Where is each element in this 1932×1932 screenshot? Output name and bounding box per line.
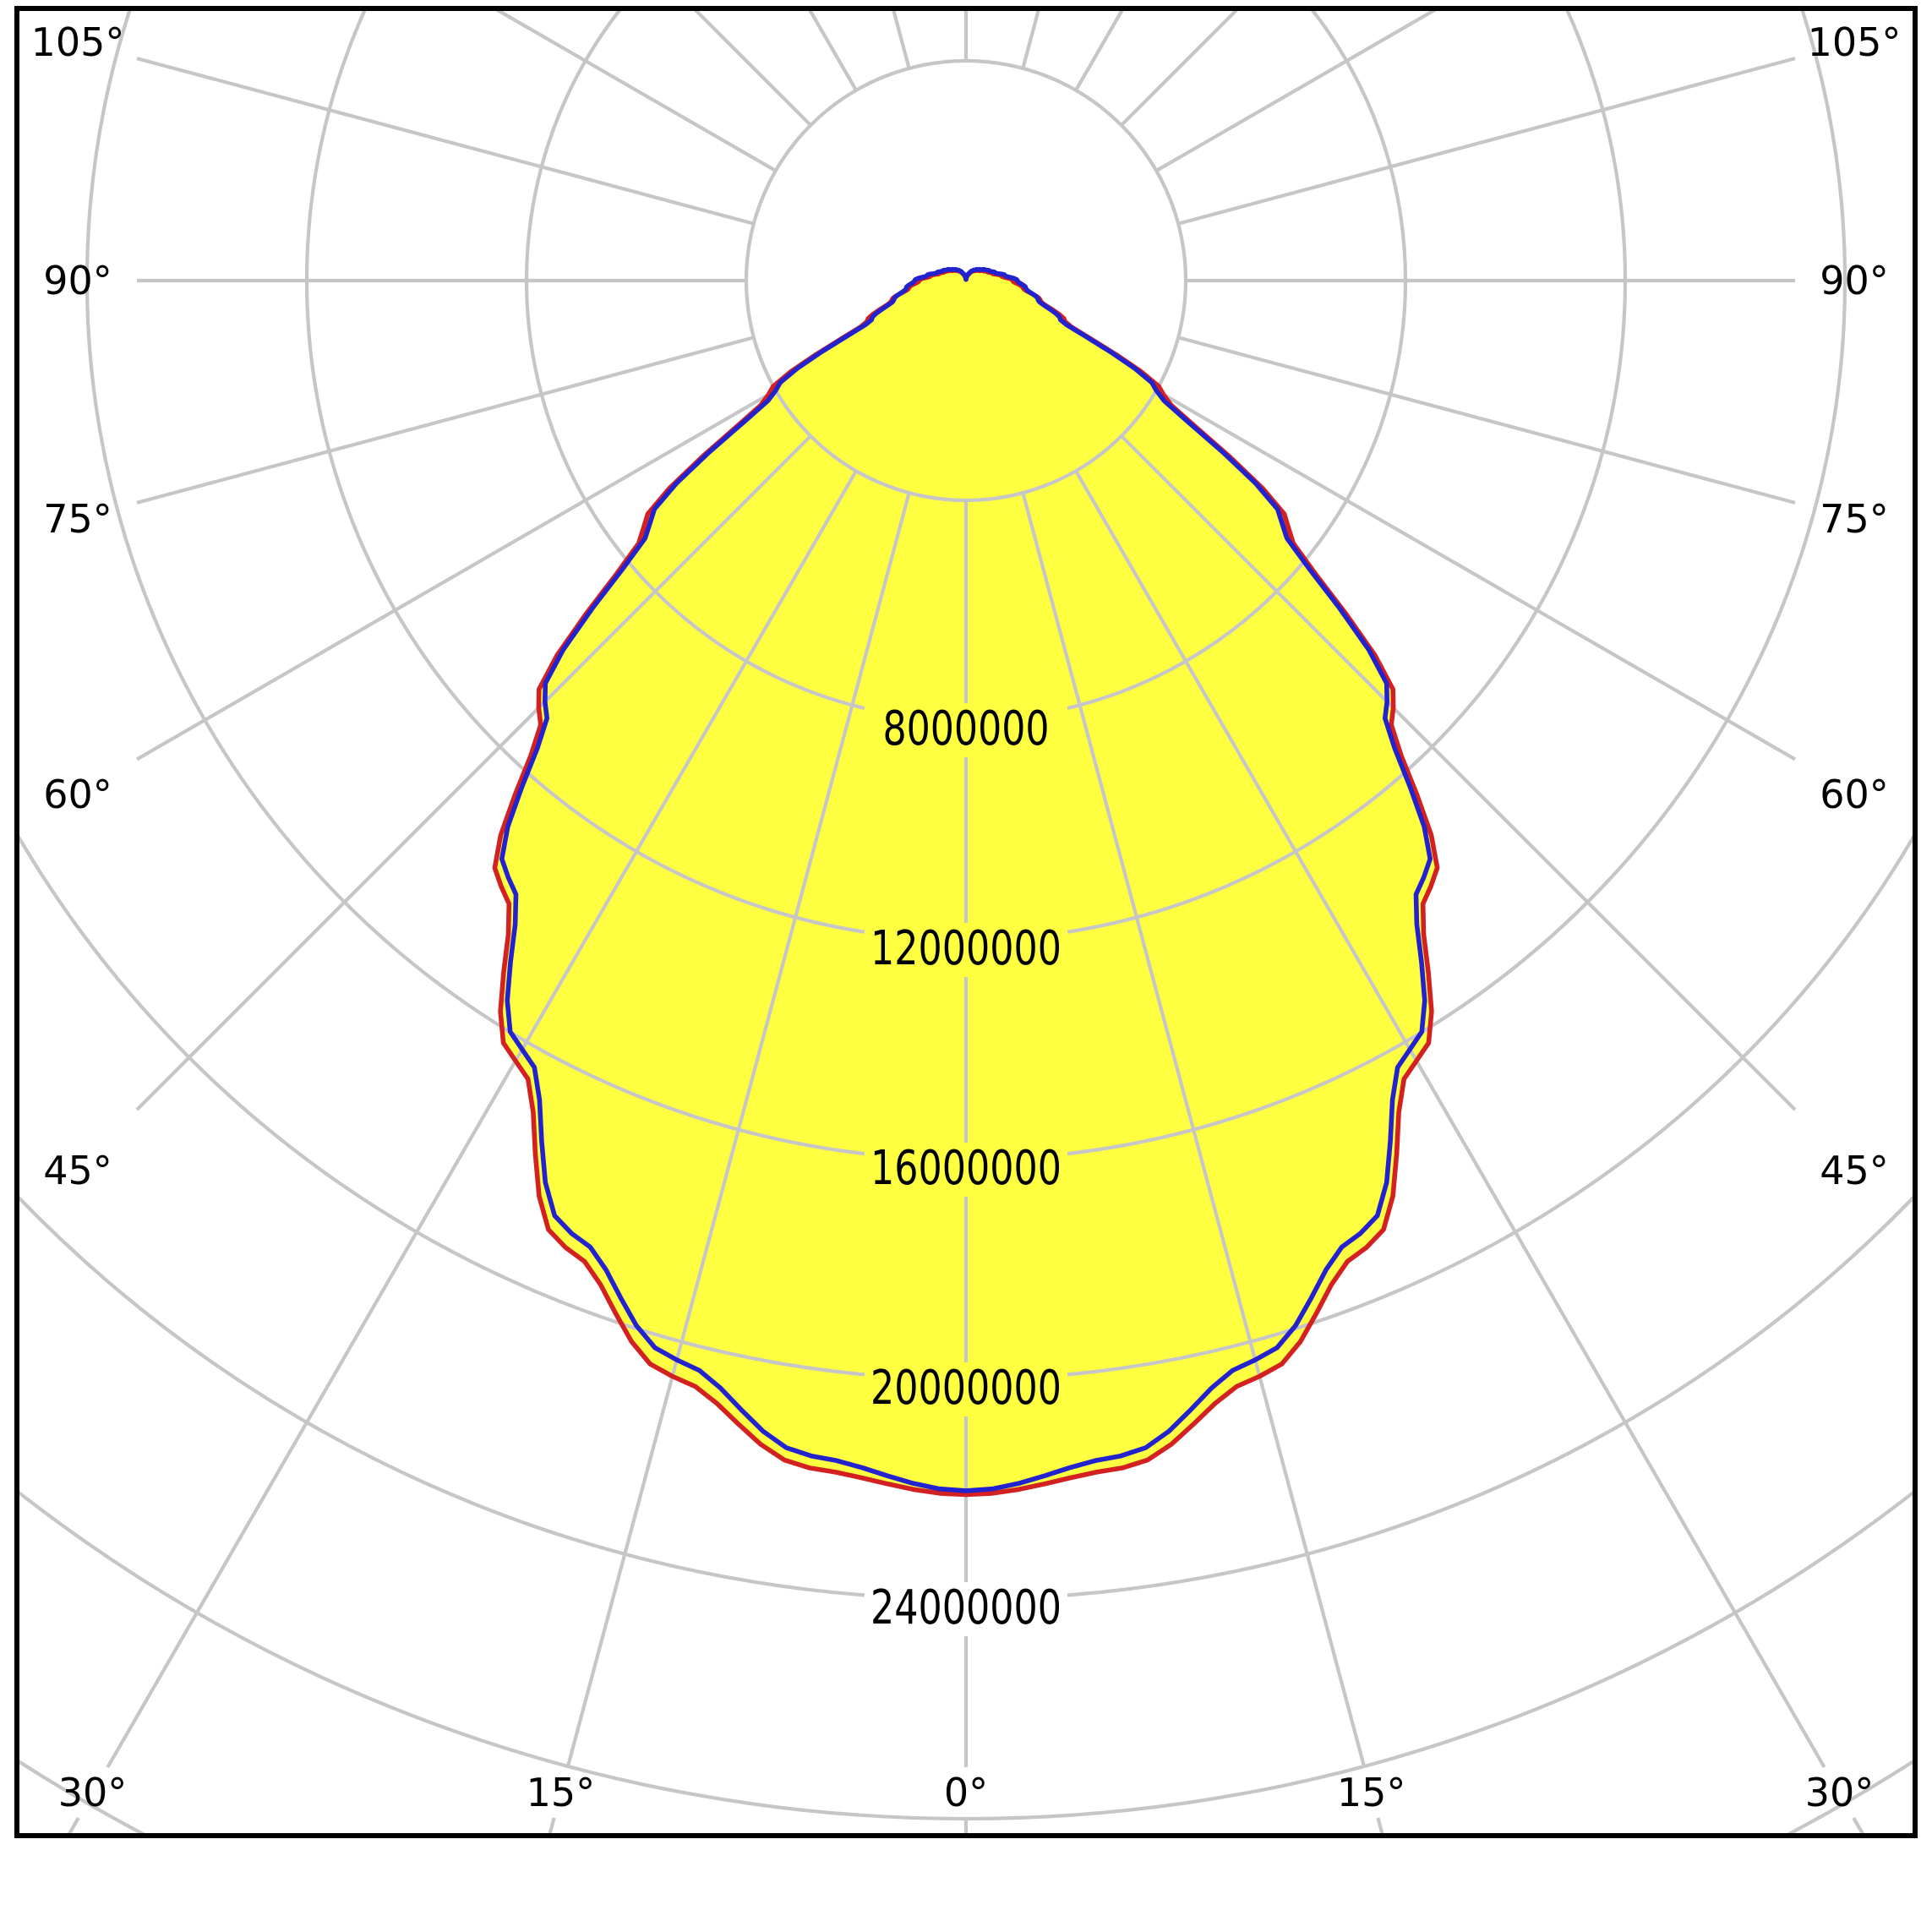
angle-label: 0° [944, 1770, 988, 1815]
radial-value-label: 12000000 [870, 921, 1062, 976]
angle-gridline-ray [136, 336, 755, 505]
angle-gridline-ray [1177, 57, 1796, 226]
angle-label: 45° [43, 1148, 112, 1193]
angle-label: 30° [58, 1770, 128, 1815]
angle-label: 15° [527, 1770, 596, 1815]
angle-label: 15° [1337, 1770, 1406, 1815]
angle-label: 90° [43, 258, 112, 303]
axis-labels-layer: 8000000 12000000 16000000 20000000 24000000 1… [31, 19, 1902, 1815]
radial-value-label: 8000000 [883, 701, 1050, 756]
angle-label: 90° [1820, 258, 1889, 303]
radial-value-label: 16000000 [870, 1141, 1062, 1196]
angle-gridline-ray [1074, 470, 1826, 1769]
angle-gridline-ray [1155, 389, 1797, 761]
r-gridline-circle-gapped [524, 11, 1408, 711]
angle-label: 60° [1820, 772, 1889, 817]
angle-label: 75° [43, 496, 112, 542]
angle-gridline-ray [135, 389, 777, 761]
angle-gridline-ray [1177, 336, 1796, 505]
angle-label: 75° [1820, 496, 1889, 542]
angle-gridline-ray [136, 57, 755, 226]
intensity-curve-blue [499, 266, 1433, 1493]
angle-gridline-ray [1120, 434, 1797, 1111]
radial-value-label: 24000000 [870, 1580, 1062, 1635]
angle-gridline-ray [135, 434, 812, 1111]
intensity-curves-layer [492, 266, 1440, 1498]
angle-label: 105° [1808, 19, 1902, 65]
radial-value-label: 20000000 [870, 1361, 1062, 1416]
r-gridline-circle-gapped [85, 11, 1847, 1156]
angle-gridline-ray [106, 470, 858, 1769]
plot-border [14, 6, 1918, 1838]
angle-gridline-ray [1021, 492, 1367, 1768]
angle-label: 105° [31, 19, 125, 65]
r-gridline-circle-gapped [304, 11, 1628, 934]
angle-label: 30° [1805, 1770, 1875, 1815]
angle-gridline-ray [565, 492, 911, 1768]
angle-label: 60° [43, 772, 112, 817]
angle-label: 45° [1820, 1148, 1889, 1193]
